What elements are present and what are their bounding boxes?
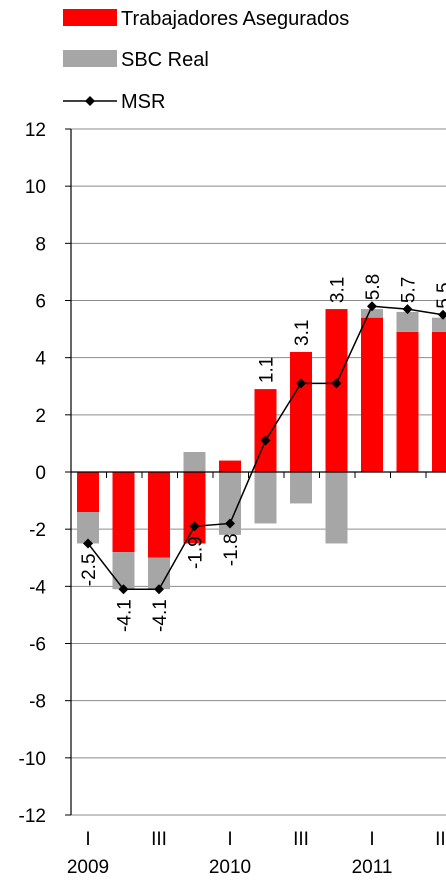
bar-sbc [432, 317, 446, 332]
legend-swatch-sbc [63, 50, 117, 67]
year-label: 2009 [67, 857, 109, 878]
y-tick-label: 4 [35, 349, 46, 370]
msr-marker [260, 435, 271, 446]
y-tick-label: 8 [35, 234, 46, 255]
data-label: -1.9 [186, 536, 207, 569]
y-tick-label: -10 [19, 749, 46, 770]
legend-label-sbc: SBC Real [121, 49, 209, 71]
data-label: 5.8 [363, 274, 384, 300]
bar-trabajadores [183, 472, 206, 544]
y-tick-label: 10 [25, 177, 46, 198]
year-label: 2011 [352, 857, 393, 878]
legend-item-sbc: SBC Real [63, 49, 209, 71]
x-tick-label: I [227, 829, 232, 850]
x-tick-label: III [151, 829, 167, 850]
y-axis-ticks: 12 10 8 6 4 2 0 -2 -4 -6 -8 -10 -12 [19, 120, 71, 827]
y-tick-label: -4 [29, 577, 46, 598]
axes [70, 129, 446, 815]
bar-trabajadores [325, 309, 348, 472]
data-labels: -2.5 -4.1 -4.1 -1.9 -1.8 1.1 3.1 3.1 5.8 5.7 5.5 [79, 274, 446, 632]
x-axis-ticks: IIIIIIIIIIII200920102011 [67, 829, 446, 878]
bar-trabajadores [396, 331, 419, 472]
bar-sbc [396, 311, 419, 332]
y-tick-label: 12 [25, 120, 46, 141]
bar-trabajadores [290, 351, 312, 472]
legend: Trabajadores Asegurados SBC Real MSR [63, 8, 349, 113]
bar-sbc [290, 472, 312, 504]
data-label: 1.1 [257, 357, 278, 383]
msr-marker [118, 584, 129, 595]
y-tick-label: -12 [19, 806, 46, 827]
data-label: -4.1 [150, 599, 171, 632]
x-tick-label: III [435, 829, 446, 850]
bar-trabajadores [254, 389, 277, 472]
data-label: 3.1 [292, 320, 313, 346]
bar-trabajadores [77, 472, 99, 513]
gridlines [71, 128, 446, 816]
bar-trabajadores [148, 472, 170, 558]
msr-marker [83, 538, 93, 549]
msr-marker [331, 378, 342, 389]
msr-series [83, 301, 446, 595]
msr-marker [154, 584, 164, 595]
bar-trabajadores [432, 331, 446, 472]
y-tick-label: 2 [35, 406, 46, 427]
msr-marker [367, 301, 377, 312]
bar-sbc [361, 309, 383, 318]
data-label: -4.1 [115, 599, 136, 632]
data-label: -2.5 [79, 553, 100, 586]
bar-trabajadores [112, 472, 135, 553]
msr-marker [438, 309, 446, 320]
x-tick-label: III [293, 829, 309, 850]
bar-trabajadores [361, 317, 383, 472]
bar-sbc [325, 472, 348, 544]
legend-item-trabajadores: Trabajadores Asegurados [63, 8, 349, 30]
y-tick-label: 6 [35, 292, 46, 313]
bar-sbc [112, 552, 135, 590]
bar-sbc [219, 472, 241, 535]
bar-sbc [77, 512, 99, 544]
legend-marker-msr [85, 96, 95, 106]
legend-label-msr: MSR [121, 91, 165, 113]
bar-trabajadores [219, 460, 241, 472]
legend-item-msr: MSR [63, 91, 165, 113]
x-tick-label: I [85, 829, 90, 850]
legend-label-trabajadores: Trabajadores Asegurados [121, 8, 349, 30]
data-label: 5.7 [399, 277, 420, 303]
y-tick-label: -2 [29, 520, 46, 541]
msr-marker [402, 304, 413, 315]
x-tick-label: I [369, 829, 374, 850]
bar-sbc [148, 557, 170, 590]
y-tick-label: 0 [35, 463, 46, 484]
year-label: 2010 [209, 857, 251, 878]
bar-sbc [183, 451, 206, 472]
y-tick-label: -6 [29, 635, 46, 656]
y-tick-label: -8 [29, 692, 46, 713]
msr-marker [296, 378, 306, 389]
msr-marker [225, 518, 235, 529]
legend-swatch-trabajadores [63, 9, 117, 26]
bar-sbc [254, 472, 277, 524]
msr-marker [189, 521, 200, 532]
data-label: 5.5 [434, 282, 446, 308]
data-label: -1.8 [221, 533, 242, 566]
data-label: 3.1 [328, 277, 349, 303]
